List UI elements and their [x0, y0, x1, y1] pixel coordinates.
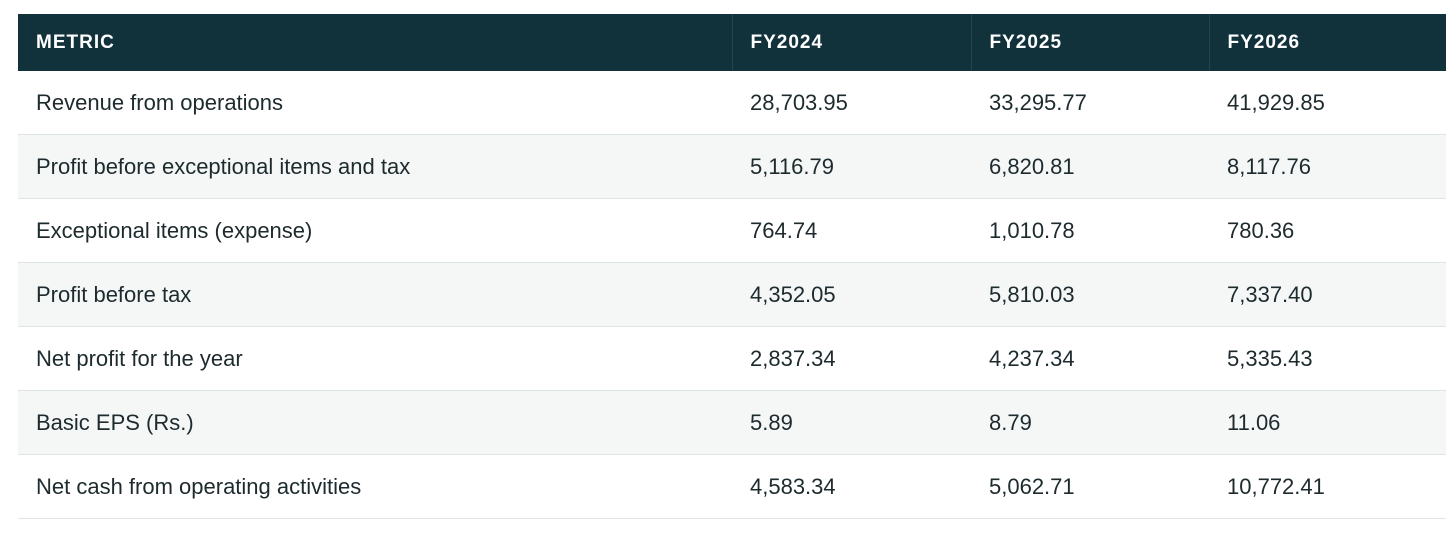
value-cell: 5,116.79 — [732, 134, 971, 199]
value-cell: 6,820.81 — [971, 134, 1209, 199]
header-cell: METRIC — [18, 14, 732, 71]
table-row: Exceptional items (expense) 764.74 1,010.7… — [18, 198, 1446, 263]
metric-cell: Net profit for the year — [18, 326, 732, 391]
metric-cell: Revenue from operations — [18, 71, 732, 135]
value-cell: 4,352.05 — [732, 262, 971, 327]
header-cell: FY2025 — [970, 14, 1209, 71]
value-cell: 4,583.34 — [732, 454, 971, 519]
value-cell: 780.36 — [1209, 198, 1446, 263]
table-container: METRIC FY2024 FY2025 FY2026 Revenue from op… — [18, 14, 1446, 519]
value-cell: 10,772.41 — [1209, 454, 1446, 519]
value-cell: 8,117.76 — [1209, 134, 1446, 199]
metric-cell: Basic EPS (Rs.) — [18, 390, 732, 455]
metric-cell: Net cash from operating activities — [18, 454, 732, 519]
table-row: Revenue from operations 28,703.95 33,295.7… — [18, 71, 1446, 135]
value-cell: 5,335.43 — [1209, 326, 1446, 391]
value-cell: 8.79 — [971, 390, 1209, 455]
table-body: Revenue from operations 28,703.95 33,295.7… — [18, 71, 1446, 519]
header-row: METRIC FY2024 FY2025 FY2026 — [18, 14, 1446, 71]
header-cell: FY2024 — [731, 14, 971, 71]
metric-cell: Profit before exceptional items and tax — [18, 134, 732, 199]
table-row: Net profit for the year 2,837.34 4,237.34 5… — [18, 326, 1446, 391]
value-cell: 2,837.34 — [732, 326, 971, 391]
table-row: Profit before tax 4,352.05 5,810.03 7,337.4… — [18, 262, 1446, 327]
header-cell: FY2026 — [1208, 14, 1446, 71]
value-cell: 7,337.40 — [1209, 262, 1446, 327]
table-header: METRIC FY2024 FY2025 FY2026 — [18, 14, 1446, 71]
table-row: Basic EPS (Rs.) 5.89 8.79 11.06 — [18, 390, 1446, 455]
value-cell: 28,703.95 — [732, 71, 971, 135]
value-cell: 11.06 — [1209, 390, 1446, 455]
value-cell: 1,010.78 — [971, 198, 1209, 263]
table-row: Profit before exceptional items and tax 5… — [18, 134, 1446, 199]
value-cell: 33,295.77 — [971, 71, 1209, 135]
financial-table: METRIC FY2024 FY2025 FY2026 Revenue from op… — [18, 14, 1446, 519]
table-row: Net cash from operating activities 4,583.… — [18, 454, 1446, 519]
value-cell: 5,062.71 — [971, 454, 1209, 519]
value-cell: 4,237.34 — [971, 326, 1209, 391]
metric-cell: Exceptional items (expense) — [18, 198, 732, 263]
value-cell: 41,929.85 — [1209, 71, 1446, 135]
value-cell: 5,810.03 — [971, 262, 1209, 327]
metric-cell: Profit before tax — [18, 262, 732, 327]
value-cell: 5.89 — [732, 390, 971, 455]
value-cell: 764.74 — [732, 198, 971, 263]
